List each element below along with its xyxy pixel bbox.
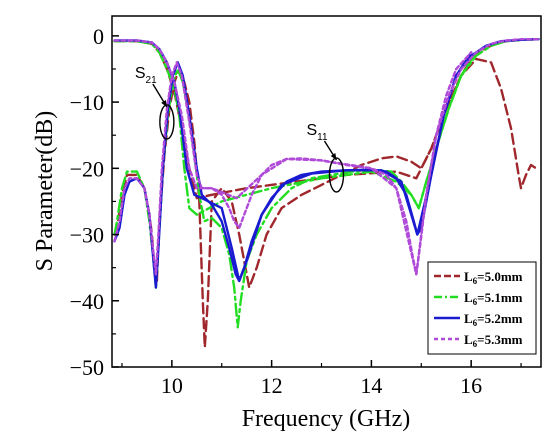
legend-box — [427, 261, 537, 355]
annotation-ellipse — [328, 157, 345, 193]
x-tick-label: 14 — [360, 373, 382, 398]
series-3-s11-line — [113, 51, 473, 289]
x-axis-title: Frequency (GHz) — [242, 406, 411, 432]
y-axis-title: S Parameter(dB) — [32, 111, 58, 272]
annotation-label: S21 — [135, 65, 157, 86]
legend-label-2: L6=5.1mm — [464, 290, 523, 307]
curves-layer — [113, 38, 540, 349]
legend: L6=5.0mm L6=5.1mm L6=5.2mm L6=5.3mm — [427, 261, 537, 355]
legend-label-3: L6=5.2mm — [464, 311, 523, 328]
x-tick-label: 10 — [161, 373, 183, 398]
y-tick-label: −30 — [70, 223, 104, 248]
y-tick-label: −10 — [70, 90, 104, 115]
y-tick-label: −40 — [70, 289, 104, 314]
series-4-s11-line — [113, 51, 473, 276]
series-2-s21-line — [113, 38, 540, 216]
annotation-ellipse — [159, 104, 175, 140]
axis-ticks: 10 12 14 16 0 −10 −20 −30 −40 −50 — [70, 24, 522, 398]
x-tick-label: 16 — [460, 373, 482, 398]
y-tick-label: −50 — [70, 355, 104, 380]
y-tick-label: 0 — [93, 24, 104, 49]
annotation-arrowhead — [330, 153, 337, 160]
plot-frame — [111, 15, 542, 368]
y-tick-label: −20 — [70, 156, 104, 181]
x-tick-label: 12 — [261, 373, 283, 398]
annotation-label: S11 — [306, 122, 327, 143]
annotation-arrowhead — [161, 100, 167, 107]
legend-label-1: L6=5.0mm — [464, 269, 523, 286]
legend-label-4: L6=5.3mm — [464, 332, 523, 349]
series-4-s21-line — [113, 38, 540, 276]
